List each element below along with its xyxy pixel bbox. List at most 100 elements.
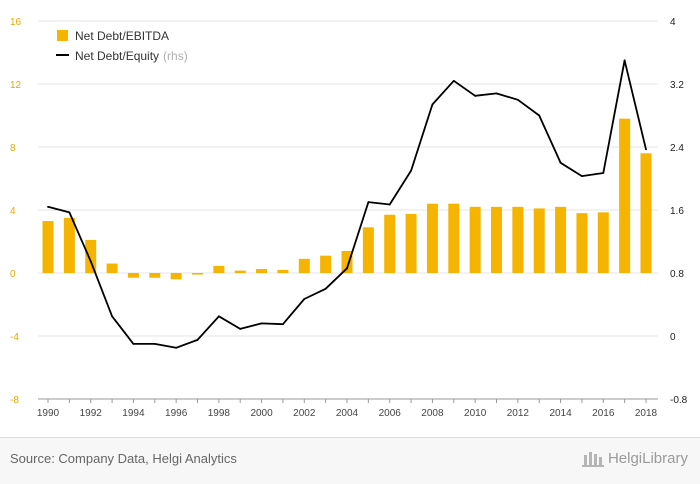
line-point <box>559 161 562 164</box>
line-point <box>538 114 541 117</box>
line-point <box>303 298 306 300</box>
x-tick-label: 2016 <box>592 408 615 419</box>
bar <box>597 212 609 273</box>
line-point <box>474 94 477 97</box>
legend-name: Net Debt/Equity <box>75 49 159 63</box>
line-point <box>89 260 92 263</box>
line-point <box>431 103 434 106</box>
bar <box>170 273 182 280</box>
line-point <box>388 203 391 206</box>
x-tick-label: 1998 <box>208 408 231 419</box>
bar <box>405 213 417 273</box>
line-point <box>282 323 284 326</box>
y-right-tick-label: -0.8 <box>670 395 688 406</box>
legend-label-net-debt-ebitda: Net Debt/EBITDA <box>75 29 169 43</box>
helgi-library-logo[interactable]: HelgiLibrary <box>581 449 688 467</box>
bar <box>234 270 246 273</box>
line-point <box>68 211 71 214</box>
bar <box>320 255 332 273</box>
line-point <box>516 98 519 101</box>
x-tick-label: 2002 <box>293 408 316 419</box>
line-point <box>260 322 263 325</box>
line-point <box>196 339 199 341</box>
legend-label-net-debt-equity: Net Debt/Equity (rhs) <box>75 49 188 63</box>
x-tick-label: 2010 <box>464 408 487 419</box>
logo-text: HelgiLibrary <box>607 449 688 467</box>
line-point <box>175 346 178 349</box>
x-tick-label: 2004 <box>336 408 359 419</box>
bar <box>256 269 268 273</box>
x-tick-label: 2018 <box>635 408 658 419</box>
bar <box>213 265 225 273</box>
bar <box>42 221 54 273</box>
bar <box>426 203 438 273</box>
line-point <box>581 175 583 178</box>
x-tick-label: 2012 <box>507 408 530 419</box>
bar <box>192 273 203 275</box>
line-point <box>324 287 327 290</box>
source-text: Source: Company Data, Helgi Analytics <box>10 451 237 466</box>
line-point <box>645 148 647 151</box>
bar <box>277 269 289 273</box>
bar <box>640 153 652 273</box>
line-point <box>132 342 135 345</box>
bar <box>63 217 75 273</box>
y-left-tick-label: -8 <box>10 395 19 406</box>
line-point <box>346 267 348 270</box>
line-point <box>602 172 605 174</box>
x-tick-label: 1996 <box>165 408 188 419</box>
axes: -8 -4 0 4 8 12 16 -0.8 0 0.8 1.6 2.4 3.2 4 1990 1992 199… <box>10 17 688 419</box>
footer: Source: Company Data, Helgi Analytics He… <box>0 437 700 484</box>
bar <box>448 203 460 273</box>
x-tick-label: 1994 <box>122 408 145 419</box>
line-path <box>47 59 647 349</box>
bar <box>298 258 310 273</box>
y-right-tick-label: 2.4 <box>670 143 684 154</box>
x-tick-label: 1990 <box>37 408 60 419</box>
line-point <box>47 205 49 208</box>
line-series-net-debt-equity <box>47 59 647 349</box>
bar <box>576 213 588 273</box>
x-tick-label: 2008 <box>421 408 444 419</box>
bar <box>85 239 97 273</box>
bar <box>512 206 524 273</box>
bar <box>491 206 502 273</box>
line-point <box>410 169 412 172</box>
library-icon <box>581 452 604 467</box>
bar <box>127 273 139 278</box>
bar <box>555 206 567 273</box>
x-tick-label: 2000 <box>250 408 273 419</box>
line-point <box>217 315 220 318</box>
x-tick-label: 2014 <box>549 408 572 419</box>
bar <box>106 263 118 273</box>
legend: Net Debt/EBITDA Net Debt/Equity (rhs) <box>56 29 188 63</box>
bar <box>469 206 481 273</box>
y-right-tick-label: 1.6 <box>670 206 684 217</box>
bar <box>533 208 545 273</box>
bar <box>149 273 161 278</box>
y-left-tick-label: 0 <box>10 269 16 280</box>
chart: -8 -4 0 4 8 12 16 -0.8 0 0.8 1.6 2.4 3.2 4 1990 1992 199… <box>10 17 688 419</box>
x-tick-label: 1992 <box>80 408 103 419</box>
bar-series-net-debt-ebitda <box>42 118 652 280</box>
bar <box>341 250 353 273</box>
y-left-tick-label: 16 <box>10 17 22 28</box>
legend-swatch-net-debt-ebitda <box>57 30 68 41</box>
bar <box>384 214 396 273</box>
line-point <box>367 201 370 204</box>
line-point <box>239 328 242 330</box>
line-point <box>452 79 455 82</box>
line-point <box>111 315 113 318</box>
y-left-tick-label: 12 <box>10 80 22 91</box>
legend-rhs-note: (rhs) <box>163 49 188 63</box>
y-right-tick-label: 0.8 <box>670 269 684 280</box>
y-right-tick-label: 3.2 <box>670 80 684 91</box>
x-tick-label: 2006 <box>379 408 402 419</box>
bar <box>362 227 374 273</box>
line-point <box>623 59 626 62</box>
y-right-tick-label: 4 <box>670 17 676 28</box>
y-right-tick-label: 0 <box>670 332 676 343</box>
line-point <box>495 92 498 95</box>
y-left-tick-label: 8 <box>10 143 16 154</box>
bar <box>619 118 631 274</box>
